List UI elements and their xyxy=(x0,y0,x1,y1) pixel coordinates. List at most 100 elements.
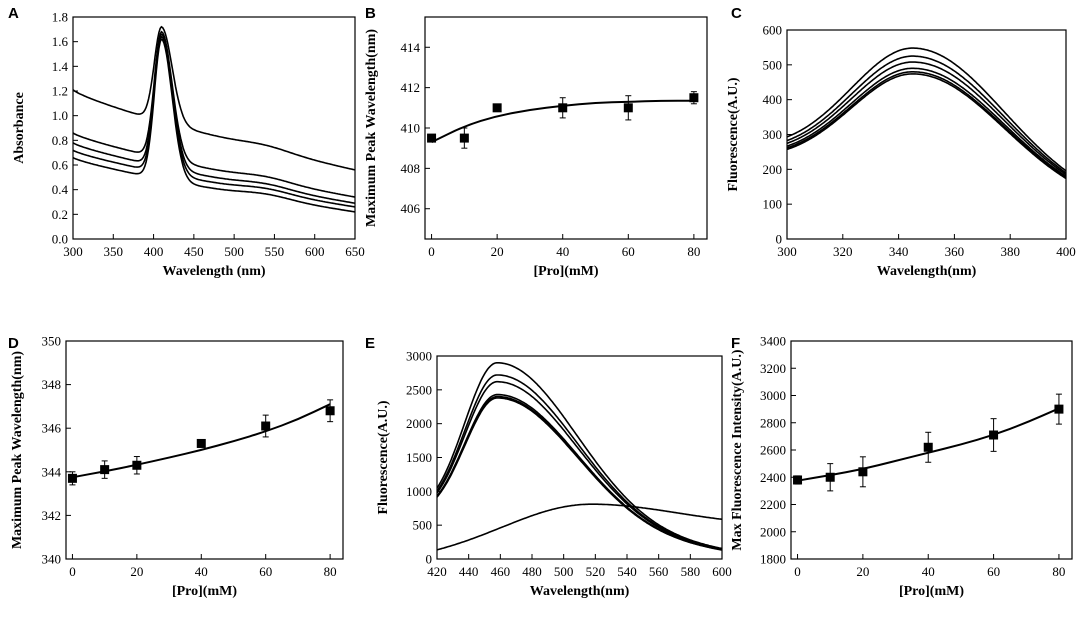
series-line-4 xyxy=(437,393,722,551)
x-tick-label: 60 xyxy=(622,244,635,259)
x-tick-label: 40 xyxy=(556,244,569,259)
panel-c-frame xyxy=(786,29,1067,240)
x-tick-label: 300 xyxy=(777,244,797,259)
x-tick-label: 500 xyxy=(554,564,574,579)
y-tick-label: 0.0 xyxy=(52,232,68,247)
y-tick-label: 1.0 xyxy=(52,108,68,123)
panel-c-letter: C xyxy=(731,5,742,22)
x-tick-label: 60 xyxy=(259,564,272,579)
y-tick-label: 2800 xyxy=(760,415,786,430)
y-tick-label: 2500 xyxy=(406,382,432,397)
x-tick-label: 400 xyxy=(144,244,164,259)
series-line-5 xyxy=(437,395,722,551)
y-tick-label: 500 xyxy=(763,57,783,72)
fit-curve xyxy=(72,403,331,479)
data-point xyxy=(196,438,206,448)
y-tick-label: 344 xyxy=(42,464,62,479)
data-point xyxy=(623,103,633,113)
x-tick-label: 600 xyxy=(305,244,325,259)
y-tick-label: 2400 xyxy=(760,470,786,485)
x-tick-label: 20 xyxy=(491,244,504,259)
series-line-7 xyxy=(437,503,722,551)
x-tick-label: 500 xyxy=(224,244,244,259)
y-tick-label: 0.2 xyxy=(52,207,68,222)
x-tick-label: 0 xyxy=(428,244,435,259)
data-point xyxy=(67,473,77,483)
data-point xyxy=(261,421,271,431)
series-line-2 xyxy=(787,55,1066,174)
y-tick-label: 414 xyxy=(401,40,421,55)
panel-c: C 300 320 340 360 380 400 0 100 200 300 400 500 600 Wa… xyxy=(726,5,1076,279)
panel-a: A 300 350 400 450 500 550 600 650 0.0 0.2 0.4 0.6 0.8… xyxy=(8,5,365,279)
y-tick-label: 1.4 xyxy=(52,59,69,74)
x-axis-title: Wavelength(nm) xyxy=(530,584,630,599)
data-point xyxy=(793,475,803,485)
x-tick-label: 80 xyxy=(687,244,700,259)
y-tick-label: 0.4 xyxy=(52,182,69,197)
series-line-1 xyxy=(787,47,1066,172)
panel-f: F 0 20 40 60 80 1800 2000 2200 2400 2600 2800 3000 32… xyxy=(730,334,1073,599)
x-axis-title: [Pro](mM) xyxy=(172,584,237,599)
y-tick-label: 412 xyxy=(401,80,421,95)
data-point xyxy=(100,465,110,475)
data-point xyxy=(427,133,437,143)
x-axis-title: Wavelength(nm) xyxy=(877,264,977,279)
data-point xyxy=(825,472,835,482)
y-tick-label: 350 xyxy=(42,334,62,349)
y-tick-label: 0 xyxy=(776,232,783,247)
y-axis-title: Max Fluorescence Intensity(A.U.) xyxy=(730,349,745,550)
x-tick-label: 20 xyxy=(856,564,869,579)
fit-curve xyxy=(797,407,1060,482)
x-tick-label: 450 xyxy=(184,244,204,259)
y-tick-label: 3000 xyxy=(406,349,432,364)
y-tick-label: 600 xyxy=(763,23,783,38)
x-tick-label: 650 xyxy=(345,244,365,259)
x-tick-label: 480 xyxy=(522,564,542,579)
data-point xyxy=(923,442,933,452)
panel-f-letter: F xyxy=(731,335,740,352)
data-point xyxy=(132,460,142,470)
y-tick-label: 408 xyxy=(401,161,421,176)
x-tick-label: 0 xyxy=(794,564,801,579)
y-tick-label: 1500 xyxy=(406,450,432,465)
x-tick-label: 360 xyxy=(945,244,965,259)
x-tick-label: 40 xyxy=(922,564,935,579)
x-tick-label: 300 xyxy=(63,244,83,259)
panel-b-letter: B xyxy=(365,5,376,22)
series-line-5 xyxy=(73,37,355,213)
x-tick-label: 580 xyxy=(681,564,701,579)
panel-d: D 0 20 40 60 80 340 342 344 346 348 350 [Pro](mM) Max… xyxy=(8,334,344,599)
panel-d-letter: D xyxy=(8,335,19,352)
x-tick-label: 0 xyxy=(69,564,76,579)
y-tick-label: 2600 xyxy=(760,443,786,458)
x-tick-label: 400 xyxy=(1056,244,1076,259)
series-line-2 xyxy=(73,30,355,198)
y-tick-label: 410 xyxy=(401,121,421,136)
y-axis-title: Maximum Peak Wavelength(nm) xyxy=(364,29,379,227)
data-point xyxy=(689,93,699,103)
x-tick-label: 600 xyxy=(712,564,732,579)
y-tick-label: 1000 xyxy=(406,484,432,499)
x-axis-title: Wavelength (nm) xyxy=(162,264,265,279)
x-tick-label: 20 xyxy=(130,564,143,579)
y-tick-label: 3200 xyxy=(760,361,786,376)
y-tick-label: 1.6 xyxy=(52,34,69,49)
panel-d-frame xyxy=(65,340,344,560)
series-line-4 xyxy=(787,67,1066,177)
x-tick-label: 540 xyxy=(617,564,637,579)
x-tick-label: 460 xyxy=(491,564,511,579)
y-tick-label: 3400 xyxy=(760,334,786,349)
y-tick-label: 342 xyxy=(42,508,62,523)
y-tick-label: 1800 xyxy=(760,552,786,567)
y-axis-title: Fluorescence(A.U.) xyxy=(376,400,391,514)
data-point xyxy=(325,406,335,416)
y-tick-label: 200 xyxy=(763,162,783,177)
series-line-3 xyxy=(73,33,355,204)
y-tick-label: 0 xyxy=(426,552,433,567)
series-line-6 xyxy=(437,397,722,551)
y-axis-title: Maximum Peak Wavelength(nm) xyxy=(10,351,25,549)
x-tick-label: 40 xyxy=(195,564,208,579)
y-tick-label: 1.8 xyxy=(52,10,68,25)
panel-a-frame xyxy=(72,16,356,240)
